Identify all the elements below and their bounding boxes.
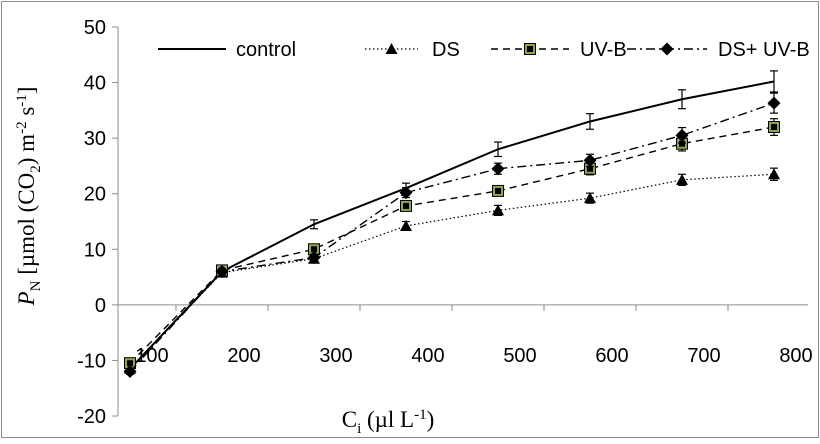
legend-label: DS [432,39,460,61]
y-tick-label: 0 [95,295,106,317]
y-tick-label: 50 [84,17,106,39]
legend-item-0: control [158,39,296,61]
x-tick-label: 400 [411,345,444,367]
y-axis-title-part1: [µmol (CO [14,173,39,281]
legend-item-3: DS+ UV-B [627,39,810,61]
x-tick-label: 600 [595,345,628,367]
x-axis-title-sub: i [357,421,361,437]
y-axis-title-part3: s [14,107,39,122]
data-point [492,204,504,216]
series-3 [123,92,781,379]
axes-layer: -20 -10 0 10 20 30 40 50 100 200 300 400 500 600 700 80… [77,17,813,428]
data-point-core [127,360,133,367]
x-axis-title-part2: ) [427,407,435,432]
data-point-core [587,165,593,172]
legend-label: control [236,39,296,61]
y-tick-label: 40 [84,73,106,95]
x-tick-label: 700 [687,345,720,367]
series-line [129,173,775,370]
x-tick-label: 800 [779,345,812,367]
data-point [307,251,321,265]
data-point [767,96,781,110]
legend: control DS UV-B DS+ UV-B [158,39,810,61]
x-axis-title: Ci (µl L-1) [342,407,435,437]
data-point [491,162,505,176]
data-point-core [311,246,317,253]
y-axis-title-main: P [14,291,39,306]
legend-item-2: UV-B [491,39,627,61]
x-tick-label: 200 [227,345,260,367]
y-axis-title: PN [µmol (CO2) m-2 s-1] [14,87,44,307]
y-tick-label: 20 [84,184,106,206]
legend-marker [660,42,674,56]
series-layer [123,70,781,379]
data-point [215,265,229,279]
x-tick-label: 300 [319,345,352,367]
y-tick-label: 10 [84,239,106,261]
y-axis-title-part2: ) m [14,134,39,165]
data-point [400,219,412,231]
x-axis-title-part1: (µl L [361,407,414,432]
x-axis-title-main: C [342,407,357,432]
y-tick-label: -20 [77,406,106,428]
data-point [583,153,597,167]
legend-item-1: DS [365,39,460,61]
data-point [676,173,688,185]
data-point [768,168,780,180]
y-tick-label: 30 [84,128,106,150]
series-line [129,102,775,373]
legend-marker-core [527,46,533,52]
series-line [129,80,775,370]
y-axis-title-sub: 2 [28,165,44,173]
y-axis-title-part4: ] [14,87,39,95]
data-point-core [771,124,777,131]
y-tick-label: -10 [77,350,106,372]
data-point [399,186,413,200]
data-point-core [495,187,501,194]
y-axis-title-sup2: -1 [14,94,30,107]
x-tick-label: 100 [135,345,168,367]
y-axis-title-sup1: -2 [14,121,30,134]
data-point [584,192,596,204]
legend-label: DS+ UV-B [718,39,810,61]
y-axis-title-main-sub: N [28,280,44,291]
legend-marker [385,43,398,54]
series-line [129,126,775,364]
data-point-core [403,202,409,209]
svg-text:PN [µmol (CO2) m-2 s-1]: PN [µmol (CO2) m-2 s-1] [14,87,44,307]
legend-label: UV-B [580,39,627,61]
x-tick-label: 500 [503,345,536,367]
x-axis-title-sup: -1 [414,407,427,423]
data-point [675,128,689,142]
data-point [123,365,137,379]
